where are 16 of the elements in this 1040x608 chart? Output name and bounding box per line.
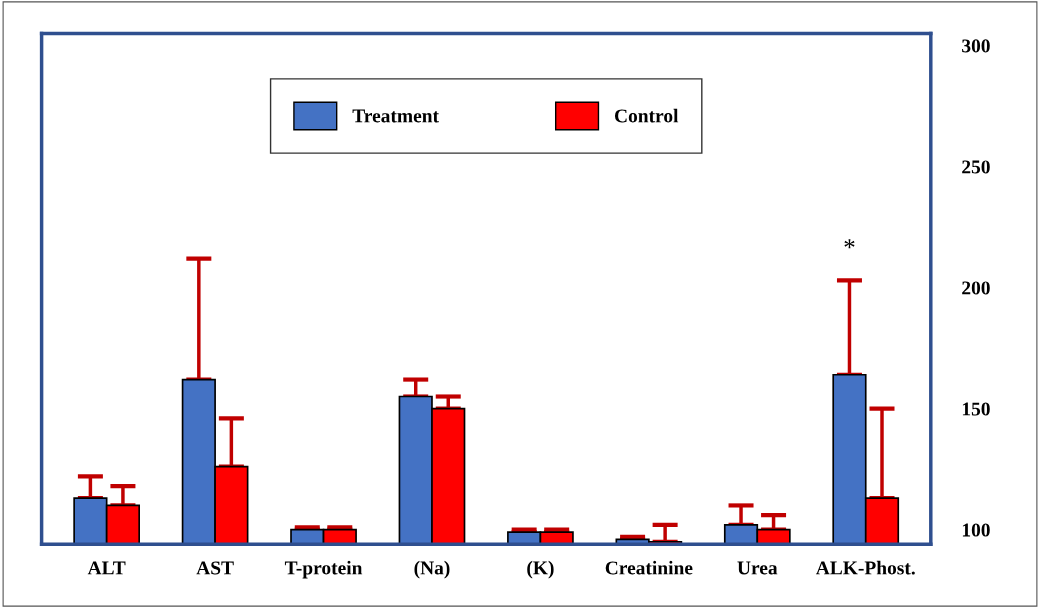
- x-tick-label: ALK-Phost.: [815, 560, 915, 575]
- x-tick-label: (Na): [414, 560, 450, 579]
- y-tick-label: 150: [962, 402, 990, 416]
- y-tick-label: 100: [962, 523, 990, 537]
- y-tick-label: 300: [962, 39, 990, 53]
- x-tick-label: AST: [196, 561, 234, 575]
- x-tick-label: Urea: [737, 561, 778, 575]
- annotation: *: [844, 239, 855, 249]
- x-tick-label: ALT: [87, 561, 126, 575]
- legend-label: Treatment: [352, 109, 439, 123]
- y-tick-label: 250: [962, 160, 990, 174]
- x-tick-label: (K): [527, 560, 554, 579]
- y-tick-label: 200: [962, 281, 990, 295]
- x-tick-label: Creatinine: [605, 560, 693, 575]
- x-tick-label: T-protein: [284, 560, 363, 579]
- legend-label: Control: [614, 108, 679, 123]
